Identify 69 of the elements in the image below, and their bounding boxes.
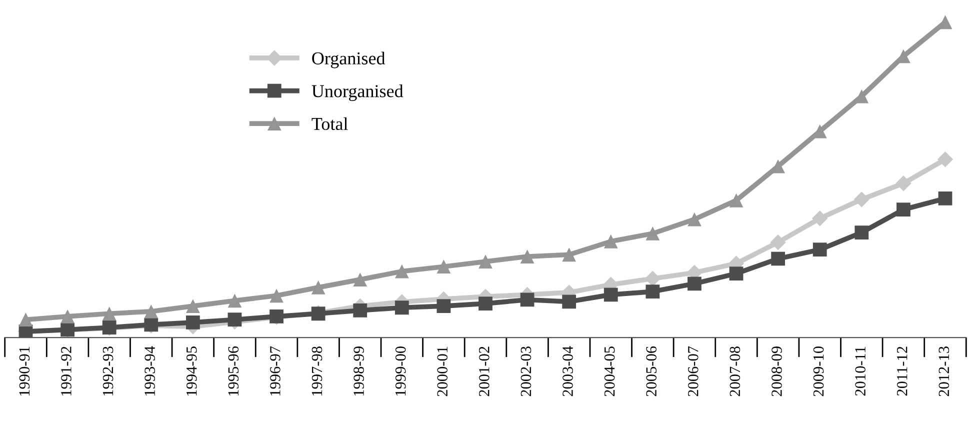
point (812, 210, 828, 226)
point (938, 192, 952, 206)
point (604, 288, 618, 302)
x-tick-label: 1993-94 (144, 346, 155, 396)
point (60, 310, 74, 324)
x-tick-label: 2009-10 (813, 346, 824, 396)
x-tick-label: 1997-98 (312, 346, 322, 396)
x-tick-label: 1996-97 (270, 346, 280, 396)
point (770, 234, 786, 250)
point (896, 202, 910, 216)
x-tick-label: 2004-05 (604, 346, 615, 396)
x-tick-label: 1990-91 (19, 346, 30, 396)
x-tick-label: 2012-13 (938, 346, 950, 396)
x-tick-label: 2005-06 (646, 346, 657, 396)
point (520, 250, 534, 264)
point (604, 234, 618, 248)
point (729, 266, 744, 281)
point (186, 316, 200, 330)
point (394, 264, 409, 278)
point (771, 159, 786, 174)
x-tick-label: 2003-04 (562, 346, 573, 396)
point (688, 276, 702, 291)
x-tick-label: 2002-03 (520, 346, 532, 396)
point (644, 270, 661, 286)
point (353, 272, 368, 286)
point (562, 294, 576, 309)
point (270, 288, 284, 303)
legend-label: Organised (312, 52, 386, 68)
point (938, 15, 952, 30)
x-tick-label: 2006-07 (688, 346, 698, 396)
x-tick-label: 1992-93 (102, 346, 114, 396)
x-tick-label: 2008-09 (772, 346, 782, 396)
point (646, 284, 660, 298)
point (520, 292, 534, 307)
point (186, 299, 200, 313)
legend-label: Unorganised (312, 84, 404, 101)
point (228, 294, 242, 308)
point (18, 312, 33, 327)
x-tick-label: 1994-95 (186, 346, 197, 396)
point (436, 299, 451, 313)
point (688, 212, 702, 226)
point (228, 312, 242, 327)
point (562, 248, 576, 262)
point (144, 304, 158, 318)
point (394, 300, 409, 315)
point (812, 242, 827, 257)
point (102, 306, 116, 321)
point (937, 152, 954, 168)
point (854, 192, 870, 208)
x-tick-label: 2010-11 (855, 346, 866, 396)
x-tick-label: 1991-92 (61, 346, 72, 396)
point (311, 280, 326, 294)
point (771, 252, 786, 266)
x-tick-label: 2000-01 (437, 346, 448, 396)
point (896, 175, 912, 192)
point (478, 254, 492, 269)
point (436, 260, 451, 274)
point (729, 193, 744, 208)
x-tick-label: 2007-08 (730, 346, 740, 396)
x-tick-label: 2011-12 (896, 346, 908, 396)
point (646, 226, 660, 240)
x-tick-label: 1998-99 (354, 346, 364, 396)
x-tick-label: 1995-96 (228, 346, 239, 396)
point (353, 304, 368, 318)
x-tick-label: 1999-00 (395, 346, 406, 396)
point (854, 226, 869, 240)
x-tick-label: 2001-02 (479, 346, 490, 396)
legend-label: Total (312, 117, 348, 130)
point (478, 296, 492, 310)
